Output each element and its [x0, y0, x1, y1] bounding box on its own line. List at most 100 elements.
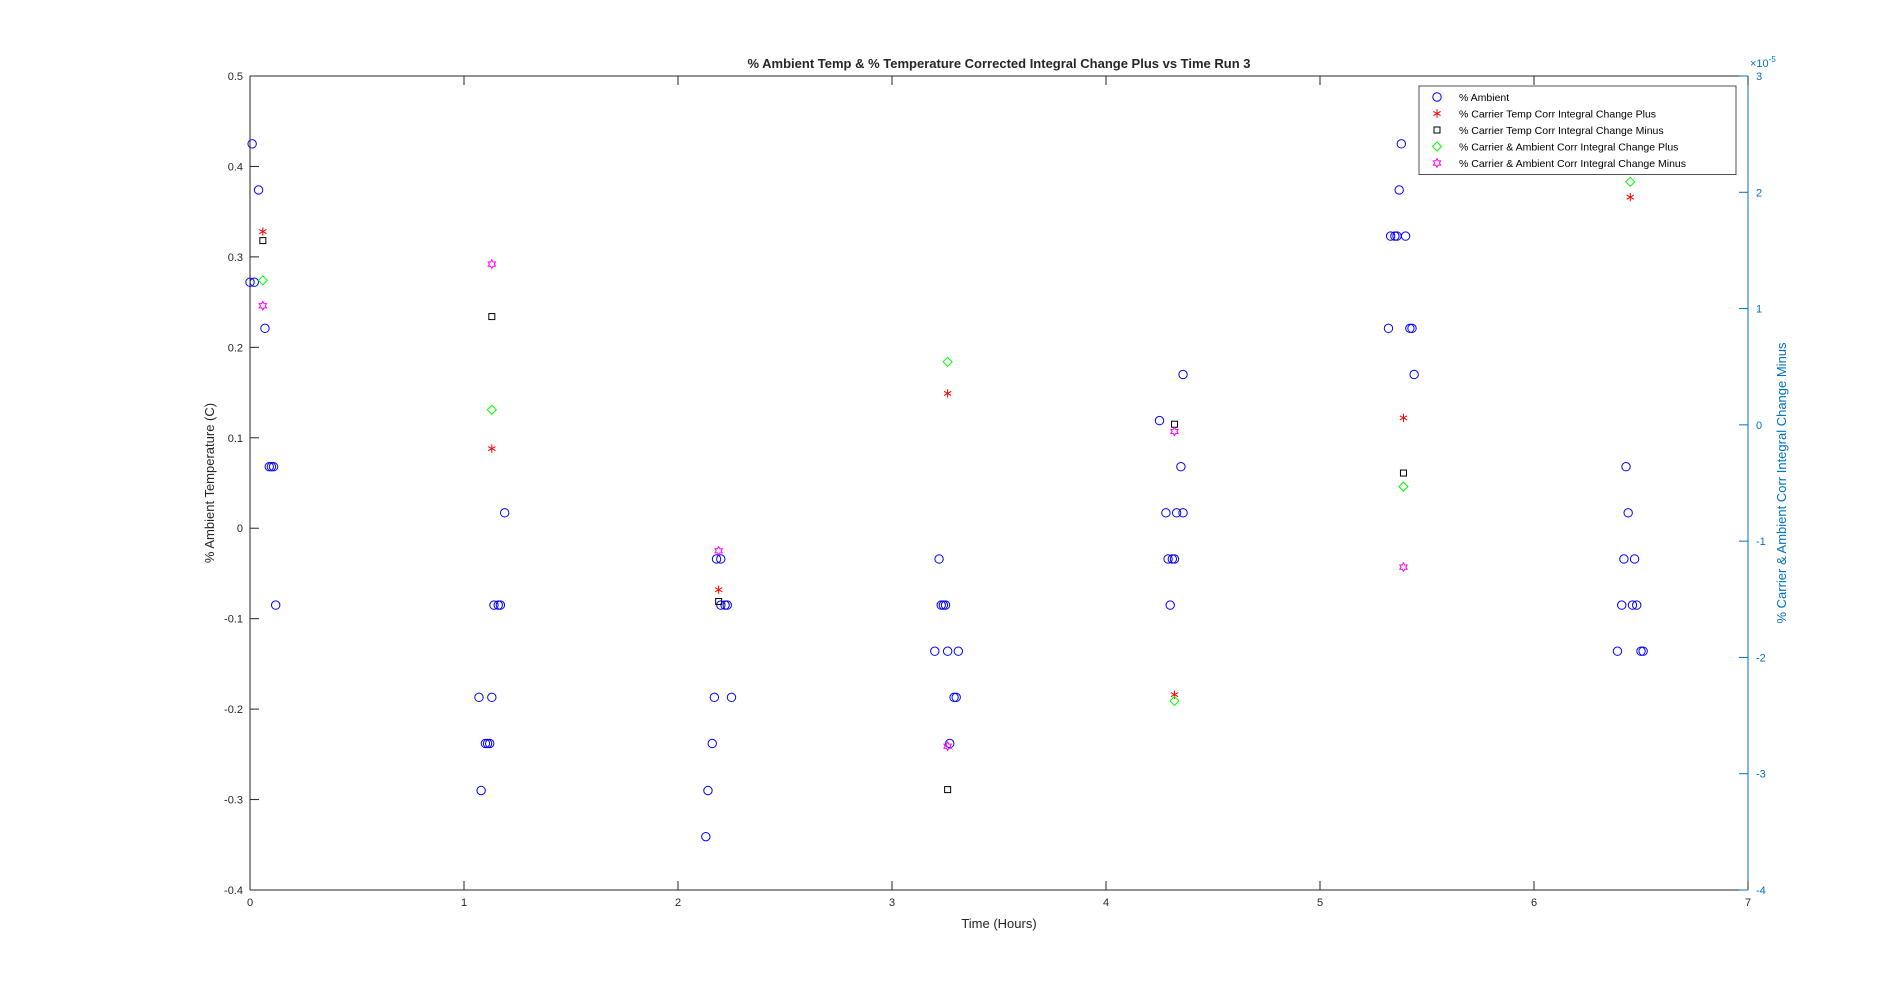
data-point-circle [1178, 369, 1188, 380]
data-point-circle [720, 600, 730, 610]
x-tick-label: 7 [1745, 897, 1751, 909]
data-point-circle [709, 692, 720, 703]
y-axis-label: % Ambient Temperature (C) [202, 403, 217, 563]
data-point-circle [945, 738, 955, 749]
x-tick-label: 0 [247, 897, 253, 909]
data-point-circle [1167, 554, 1178, 564]
y-tick-label: 0.1 [228, 433, 243, 445]
data-point-circle [716, 600, 726, 610]
data-point-asterisk [943, 389, 952, 398]
data-point-circle [1178, 508, 1188, 518]
y-tick-label: 0.2 [228, 342, 243, 354]
legend-box [1418, 85, 1737, 175]
data-point-hexagram [714, 545, 724, 557]
data-point-circle [1617, 600, 1627, 610]
data-point-square [488, 313, 496, 321]
legend-label: % Carrier & Ambient Corr Integral Change… [1459, 142, 1678, 154]
data-point-circle [1171, 508, 1182, 518]
data-point-square [715, 597, 723, 605]
data-point-circle [1621, 462, 1631, 472]
data-point-diamond [1431, 141, 1443, 152]
legend-item: % Carrier & Ambient Corr Integral Change… [1432, 157, 1686, 170]
data-point-circle [1638, 646, 1648, 656]
series-3 [257, 176, 1636, 707]
data-point-circle [1409, 369, 1419, 380]
data-point-square [259, 237, 267, 245]
data-point-hexagram [258, 300, 268, 311]
legend: % Ambient % Carrier Temp Corr Integral Ch… [1418, 85, 1737, 175]
legend-label: % Ambient [1459, 92, 1509, 104]
data-point-square [1399, 469, 1407, 477]
legend-label: % Carrier Temp Corr Integral Change Minu… [1459, 125, 1664, 137]
data-point-hexagram [1398, 561, 1408, 573]
data-point-asterisk [487, 444, 496, 453]
data-point-circle [940, 600, 951, 610]
data-point-circle [247, 139, 257, 149]
data-markers [245, 139, 1648, 842]
data-point-circle [1161, 508, 1171, 518]
x-axis-label: Time (Hours) [961, 916, 1036, 931]
data-point-circle [707, 738, 717, 749]
y-tick-label: 0.3 [228, 252, 243, 264]
data-point-asterisk [1399, 413, 1408, 423]
data-point-asterisk [1433, 109, 1441, 118]
data-point-circle [953, 646, 964, 656]
data-point-circle [703, 785, 713, 796]
y-right-tick-label: 0 [1756, 420, 1762, 432]
data-point-circle [1405, 323, 1415, 334]
y-axis-right-exponent: ×10-5 [1750, 55, 1776, 70]
y-right-tick-label: -2 [1756, 652, 1766, 664]
data-point-circle [1383, 323, 1394, 334]
data-point-circle [1612, 646, 1623, 656]
exponent-power: -5 [1769, 55, 1777, 64]
data-point-diamond [1625, 176, 1636, 188]
exponent-base: ×10 [1750, 58, 1769, 70]
data-point-circle [1394, 185, 1404, 195]
data-point-circle [1165, 600, 1175, 610]
data-point-circle [1636, 646, 1646, 656]
data-point-circle [474, 692, 484, 703]
y-tick-label: 0 [237, 523, 243, 535]
data-point-circle [711, 554, 722, 564]
y-right-tick-label: -3 [1756, 769, 1766, 781]
y-tick-label: -0.3 [224, 795, 243, 807]
data-point-square [1433, 126, 1441, 134]
data-point-circle [722, 600, 732, 610]
series-0 [245, 139, 1648, 842]
data-point-asterisk [1626, 192, 1635, 202]
x-tick-label: 6 [1531, 897, 1537, 909]
data-point-asterisk [714, 585, 723, 594]
data-point-circle [480, 738, 491, 749]
data-point-circle [484, 738, 495, 749]
data-point-circle [1163, 554, 1173, 564]
data-point-circle [260, 323, 270, 334]
data-point-diamond [257, 275, 269, 286]
data-point-circle [726, 692, 737, 703]
legend-item: % Carrier Temp Corr Integral Change Plus [1433, 109, 1656, 121]
data-point-circle [1400, 231, 1411, 241]
data-point-circle [930, 646, 940, 656]
data-point-circle [495, 600, 506, 610]
data-point-hexagram [1169, 426, 1180, 437]
data-point-circle [499, 508, 510, 518]
data-point-circle [1390, 231, 1400, 241]
data-point-circle [1169, 554, 1180, 564]
x-tick-label: 1 [461, 897, 467, 909]
data-point-asterisk [1170, 690, 1179, 699]
data-point-circle [1619, 554, 1629, 564]
x-tick-label: 2 [675, 897, 681, 909]
y-tick-label: 0.4 [228, 161, 243, 173]
data-point-circle [270, 600, 281, 610]
data-point-circle [489, 600, 499, 610]
data-point-diamond [942, 356, 953, 368]
data-point-circle [949, 692, 959, 703]
data-point-circle [1623, 508, 1633, 518]
y-right-tick-label: 3 [1756, 71, 1762, 83]
data-point-circle [701, 831, 711, 842]
legend-label: % Carrier & Ambient Corr Integral Change… [1459, 158, 1686, 170]
y-right-tick-label: 2 [1756, 187, 1762, 199]
legend-item: % Ambient [1432, 92, 1509, 104]
data-point-circle [716, 554, 726, 564]
data-point-circle [1176, 462, 1186, 472]
